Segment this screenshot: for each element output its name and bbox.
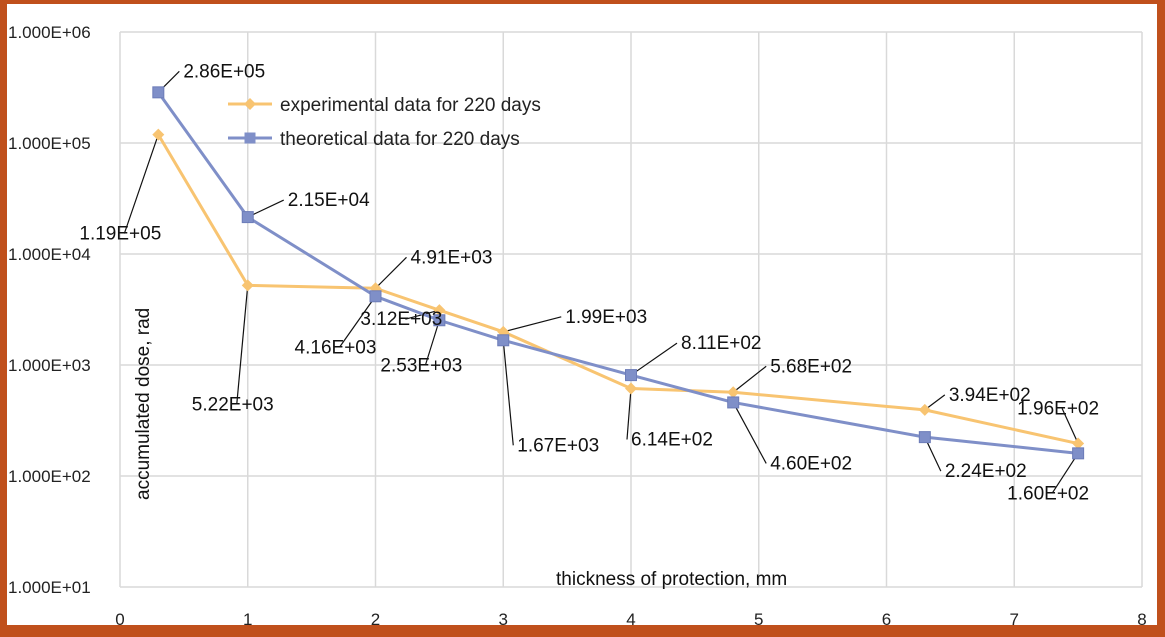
point-experimental	[625, 382, 637, 395]
x-tick-label: 2	[371, 610, 380, 629]
data-label: 2.24E+02	[945, 461, 1027, 482]
y-axis-title: accumulated dose, rad	[133, 308, 154, 500]
data-label: 1.67E+03	[517, 435, 599, 456]
x-axis-title: thickness of protection, mm	[556, 569, 787, 590]
x-tick-label: 7	[1010, 610, 1019, 629]
leader-line	[1051, 453, 1079, 494]
data-label: 5.22E+03	[192, 394, 274, 415]
x-tick-label: 6	[882, 610, 891, 629]
data-label: 1.99E+03	[565, 307, 647, 328]
grid-lines	[119, 31, 1143, 588]
legend: experimental data for 220 days theoretica…	[228, 95, 541, 150]
data-label: 3.12E+03	[360, 309, 442, 330]
leader-line	[424, 320, 440, 366]
y-axis-ticks: 1.000E+01 1.000E+02 1.000E+03 1.000E+04 1.00…	[8, 23, 91, 597]
leader-line	[626, 388, 632, 440]
y-tick-label: 1.000E+05	[8, 134, 91, 153]
legend-marker-square	[244, 132, 256, 144]
data-label: 8.11E+02	[681, 333, 761, 354]
leader-line	[375, 256, 407, 289]
legend-entry-label: experimental data for 220 days	[280, 95, 541, 116]
point-experimental	[918, 403, 931, 416]
data-labels-group: 1.19E+05 5.22E+03 4.91E+03 3.12E+03 1.99E+03…	[79, 61, 1099, 504]
y-tick-label: 1.000E+01	[8, 578, 91, 597]
x-tick-label: 3	[499, 610, 508, 629]
leader-line	[1061, 408, 1079, 444]
data-label: 4.91E+03	[411, 247, 493, 268]
leader-line	[732, 402, 767, 464]
x-tick-label: 8	[1137, 610, 1146, 629]
y-tick-label: 1.000E+06	[8, 23, 91, 42]
y-tick-label: 1.000E+03	[8, 356, 91, 375]
leader-line	[502, 340, 514, 446]
point-theoretical	[625, 369, 637, 382]
point-theoretical	[433, 314, 446, 327]
data-label: 2.86E+05	[183, 61, 265, 82]
x-tick-label: 0	[115, 610, 124, 629]
point-theoretical	[152, 86, 165, 99]
legend-marker-diamond	[244, 98, 256, 110]
data-label: 6.14E+02	[631, 430, 713, 451]
point-experimental	[152, 128, 165, 141]
point-theoretical	[497, 334, 510, 347]
x-tick-label: 1	[243, 610, 252, 629]
data-label: 4.16E+03	[295, 337, 377, 358]
point-experimental	[241, 279, 254, 292]
point-experimental	[1072, 437, 1085, 450]
point-experimental	[433, 304, 446, 317]
y-tick-label: 1.000E+04	[8, 245, 91, 264]
data-label: 2.15E+04	[288, 190, 370, 211]
x-tick-label: 4	[626, 610, 635, 629]
data-label: 1.19E+05	[79, 224, 161, 245]
data-label: 1.60E+02	[1007, 483, 1089, 504]
leader-line	[630, 342, 678, 376]
legend-entry-label: theoretical data for 220 days	[280, 129, 520, 150]
label-leader-lines	[123, 70, 1079, 494]
point-theoretical	[241, 211, 254, 224]
point-theoretical	[1072, 447, 1085, 460]
series-group	[152, 86, 1085, 460]
x-axis-ticks: 0 1 2 3 4 5 6 7 8	[115, 610, 1146, 629]
leader-line	[339, 295, 376, 348]
data-label: 2.53E+03	[380, 355, 462, 376]
point-theoretical	[369, 290, 382, 303]
point-theoretical	[727, 396, 740, 409]
data-label: 4.60E+02	[770, 453, 852, 474]
leader-line	[123, 134, 159, 234]
series-line-1	[157, 133, 1079, 446]
x-tick-label: 5	[754, 610, 763, 629]
leader-line	[732, 365, 767, 393]
leader-line	[503, 316, 562, 333]
leader-line	[236, 285, 249, 405]
point-experimental	[727, 386, 740, 399]
point-theoretical	[918, 431, 931, 444]
y-tick-label: 1.000E+02	[8, 467, 91, 486]
data-label: 5.68E+02	[770, 356, 852, 377]
data-label: 3.94E+02	[949, 385, 1031, 406]
data-label: 1.96E+02	[1017, 399, 1099, 420]
